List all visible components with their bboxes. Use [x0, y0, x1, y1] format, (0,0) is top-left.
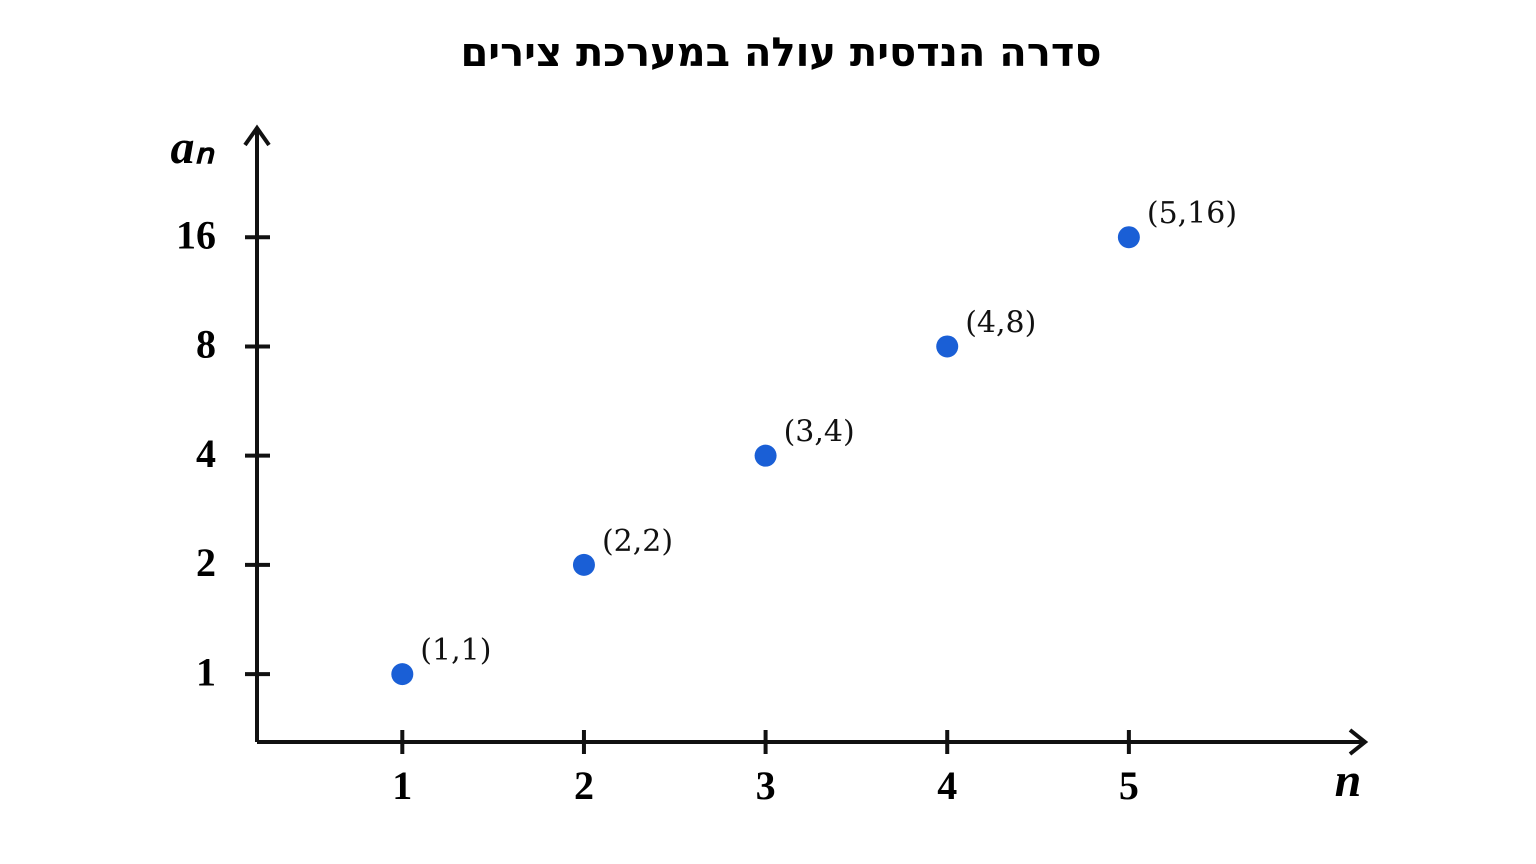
x-tick-label: 5	[1119, 763, 1139, 808]
x-tick-label: 3	[756, 763, 776, 808]
y-tick-label: 4	[196, 431, 216, 476]
point-label: (1,1)	[420, 633, 491, 668]
point	[754, 444, 777, 467]
x-tick-label: 4	[937, 763, 957, 808]
point-label: (2,2)	[602, 524, 673, 559]
y-tick-label: 16	[176, 212, 216, 257]
x-tick-label: 1	[392, 763, 412, 808]
y-tick-label: 8	[196, 322, 216, 367]
x-axis	[257, 728, 1369, 756]
point	[1117, 226, 1140, 249]
point-label: (4,8)	[965, 305, 1036, 340]
y-tick-label: 1	[196, 649, 216, 694]
point-label: (3,4)	[784, 415, 855, 450]
y-axis	[243, 124, 271, 742]
x-axis-label: n	[1335, 754, 1362, 807]
point	[936, 335, 959, 358]
point	[391, 663, 414, 686]
point-label: (5,16)	[1147, 196, 1237, 231]
y-axis-label: aₙ	[170, 121, 215, 174]
point	[572, 553, 595, 576]
y-tick-label: 2	[196, 540, 216, 585]
x-tick-label: 2	[574, 763, 594, 808]
chart-title: סדרה הנדסית עולה במערכת צירים	[460, 30, 1101, 76]
